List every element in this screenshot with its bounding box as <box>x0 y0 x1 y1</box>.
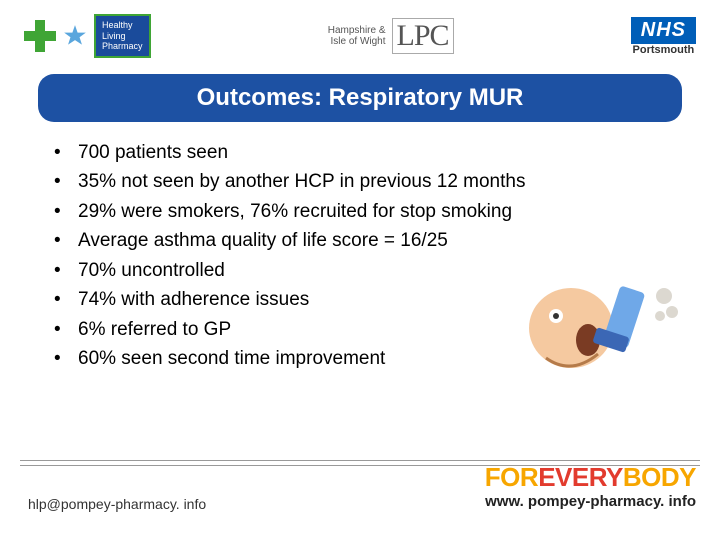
list-item: Average asthma quality of life score = 1… <box>48 226 672 255</box>
footer-url: www. pompey-pharmacy. info <box>485 493 696 510</box>
star-icon <box>62 23 88 49</box>
footer-email: hlp@pompey-pharmacy. info <box>28 496 206 512</box>
slide-title: Outcomes: Respiratory MUR <box>197 84 524 111</box>
nhs-sub: Portsmouth <box>631 44 696 56</box>
nhs-logo: NHS Portsmouth <box>631 17 696 56</box>
hlp-line3: Pharmacy <box>102 41 143 52</box>
lpc-line1: Hampshire & <box>328 25 386 36</box>
hlp-line2: Living <box>102 31 143 42</box>
title-bar: Outcomes: Respiratory MUR <box>38 74 682 122</box>
list-item: 35% not seen by another HCP in previous … <box>48 167 672 196</box>
lpc-big-text: LPC <box>392 18 454 54</box>
header: Healthy Living Pharmacy Hampshire & Isle… <box>0 0 720 68</box>
pharmacy-cross-icon <box>24 20 56 52</box>
nhs-box: NHS <box>631 17 696 44</box>
brand-every: EVERY <box>538 462 623 492</box>
list-item: 29% were smokers, 76% recruited for stop… <box>48 197 672 226</box>
brand-for: FOR <box>485 462 538 492</box>
lpc-line2: Isle of Wight <box>328 36 386 47</box>
lpc-logo: Hampshire & Isle of Wight LPC <box>328 18 454 54</box>
lpc-small-text: Hampshire & Isle of Wight <box>328 25 386 47</box>
list-item: 700 patients seen <box>48 138 672 167</box>
brand-wordmark: FOREVERYBODY <box>485 462 696 493</box>
hlp-line1: Healthy <box>102 20 143 31</box>
brand-body: BODY <box>623 462 696 492</box>
footer: hlp@pompey-pharmacy. info FOREVERYBODY w… <box>0 456 720 540</box>
hlp-badge: Healthy Living Pharmacy <box>94 14 151 58</box>
inhaler-cartoon-icon <box>516 258 686 388</box>
footer-brand: FOREVERYBODY www. pompey-pharmacy. info <box>485 462 696 510</box>
hlp-logo: Healthy Living Pharmacy <box>24 14 151 58</box>
